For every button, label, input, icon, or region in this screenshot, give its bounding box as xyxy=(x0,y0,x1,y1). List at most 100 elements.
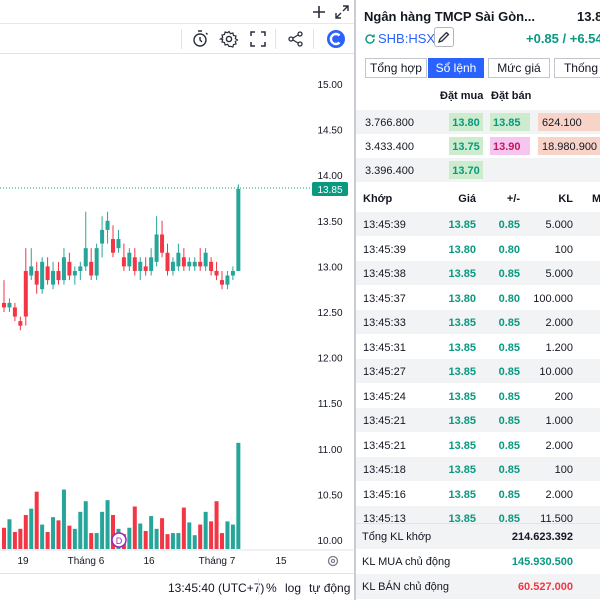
summary-row-sell: KL BÁN chủ động 60.527.000 xyxy=(356,574,600,599)
trade-volume: 1.000 xyxy=(545,415,573,427)
candle-body xyxy=(111,239,115,253)
trade-row: 13:45:21 13.85 0.85 2.000 xyxy=(356,433,600,457)
trade-time: 13:45:39 xyxy=(363,243,406,256)
volume-bar xyxy=(132,506,137,549)
percent-scale-toggle[interactable]: % xyxy=(266,581,277,595)
price-tick-label: 13.00 xyxy=(317,262,342,273)
trade-volume: 100 xyxy=(554,464,573,476)
tab-statistics[interactable]: Thống kê xyxy=(554,58,600,78)
candle-body xyxy=(45,266,50,281)
pencil-icon[interactable] xyxy=(434,27,454,47)
event-marker-label: D xyxy=(116,536,123,546)
candle-body xyxy=(154,234,159,262)
gear-icon[interactable] xyxy=(327,555,339,567)
tab-overview[interactable]: Tổng hợp xyxy=(365,58,427,78)
volume-bar xyxy=(149,516,154,549)
volume-bar xyxy=(209,521,214,549)
volume-bar xyxy=(181,507,186,549)
trade-price: 13.85 xyxy=(448,366,476,378)
trade-volume: 100 xyxy=(554,243,573,256)
candle-body xyxy=(181,257,186,267)
bottom-divider xyxy=(258,579,259,595)
trade-volume: 1.200 xyxy=(545,341,573,354)
trade-row: 13:45:33 13.85 0.85 2.000 xyxy=(356,310,600,334)
candle-body xyxy=(121,257,126,267)
volume-bar xyxy=(72,528,77,549)
orderbook-row[interactable]: 3.433.400 13.75 13.90 18.980.900 xyxy=(356,134,600,158)
candle-body xyxy=(132,257,137,271)
orderbook-header: Đặt mua Đặt bán xyxy=(356,86,600,108)
toolbar-divider xyxy=(181,29,182,49)
last-price-badge: 13.85 xyxy=(312,182,348,196)
log-scale-toggle[interactable]: log xyxy=(285,581,302,595)
volume-bar xyxy=(225,521,230,549)
price-tick-label: 12.00 xyxy=(317,354,342,365)
trade-change: 0.85 xyxy=(498,268,520,280)
settings-icon[interactable] xyxy=(218,29,239,49)
trade-change: 0.85 xyxy=(498,415,520,427)
candle-body xyxy=(89,261,94,276)
volume-bar xyxy=(2,527,6,549)
auto-scale-toggle[interactable]: tự động xyxy=(309,581,351,595)
candle-body xyxy=(149,257,154,271)
candle-body xyxy=(67,261,72,276)
trade-time: 13:45:13 xyxy=(363,513,406,525)
orderbook-row[interactable]: 3.766.800 13.80 13.85 624.100 xyxy=(356,110,600,134)
price-chart[interactable]: 15.00 14.50 14.00 13.50 13.00 12.50 12.00 11.50… xyxy=(0,55,354,573)
replay-icon[interactable] xyxy=(190,29,210,49)
trades-volume-header: KL xyxy=(558,193,573,205)
trade-volume: 5.000 xyxy=(545,219,573,231)
fullscreen-icon[interactable] xyxy=(248,29,268,49)
trade-volume: 5.000 xyxy=(545,268,573,280)
expand-icon[interactable] xyxy=(332,2,352,22)
volume-bar xyxy=(34,491,39,549)
candle-body xyxy=(40,261,45,290)
summary-total-label: Tổng KL khớp xyxy=(362,531,432,543)
plus-icon[interactable] xyxy=(309,2,329,22)
trade-change: 0.85 xyxy=(498,488,520,501)
ticker-symbol[interactable]: SHB:HSX xyxy=(378,31,436,46)
volume-bar xyxy=(170,533,175,549)
summary-sell-value: 60.527.000 xyxy=(517,581,573,593)
time-axis[interactable]: 19 Tháng 6 16 Tháng 7 15 xyxy=(17,556,287,567)
tab-price-levels[interactable]: Mức giá xyxy=(488,58,550,78)
trade-row: 13:45:37 13.80 0.80 100.000 xyxy=(356,286,600,310)
candle-body xyxy=(220,280,224,285)
time-tick-label: 19 xyxy=(17,556,29,567)
price-tick-label: 10.00 xyxy=(317,536,342,547)
candle-body xyxy=(72,270,77,276)
trade-row: 13:45:27 13.85 0.85 10.000 xyxy=(356,359,600,383)
candle-body xyxy=(127,252,132,267)
summary-row-total: Tổng KL khớp 214.623.392 xyxy=(356,524,600,549)
bid-price: 13.75 xyxy=(449,137,483,155)
trades-extra-header: M xyxy=(592,193,600,205)
bid-volume: 3.396.400 xyxy=(365,165,414,177)
candle-body xyxy=(160,234,165,253)
volume-bar xyxy=(203,511,208,549)
volume-bar xyxy=(78,511,83,549)
summary-sell-label: KL BÁN chủ động xyxy=(362,581,450,593)
tab-order-book[interactable]: Sổ lệnh xyxy=(428,58,484,78)
trade-time: 13:45:21 xyxy=(363,415,406,427)
trade-volume: 2.000 xyxy=(545,439,573,452)
candle-body xyxy=(214,270,219,276)
volume-bar xyxy=(176,533,181,549)
volume-bar xyxy=(7,519,12,549)
price-tick-label: 11.00 xyxy=(318,445,343,456)
trade-change: 0.85 xyxy=(498,390,520,403)
orderbook-row[interactable]: 3.396.400 13.70 xyxy=(356,158,600,182)
trade-time: 13:45:39 xyxy=(363,219,406,231)
event-marker[interactable]: D xyxy=(111,532,127,548)
share-icon[interactable] xyxy=(286,29,306,49)
ask-volume: 18.980.900 xyxy=(538,137,600,155)
trade-price: 13.80 xyxy=(448,243,476,256)
logo-icon[interactable] xyxy=(326,29,346,49)
trades-time-header: Khớp xyxy=(363,193,393,205)
panel-splitter[interactable] xyxy=(354,0,356,600)
volume-bar xyxy=(160,518,165,549)
volume-bar xyxy=(89,533,94,549)
trade-volume: 100.000 xyxy=(533,292,573,305)
trade-time: 13:45:38 xyxy=(363,268,406,280)
candle-body xyxy=(61,257,66,281)
price-axis[interactable]: 15.00 14.50 14.00 13.50 13.00 12.50 12.00 11.50… xyxy=(317,80,342,547)
